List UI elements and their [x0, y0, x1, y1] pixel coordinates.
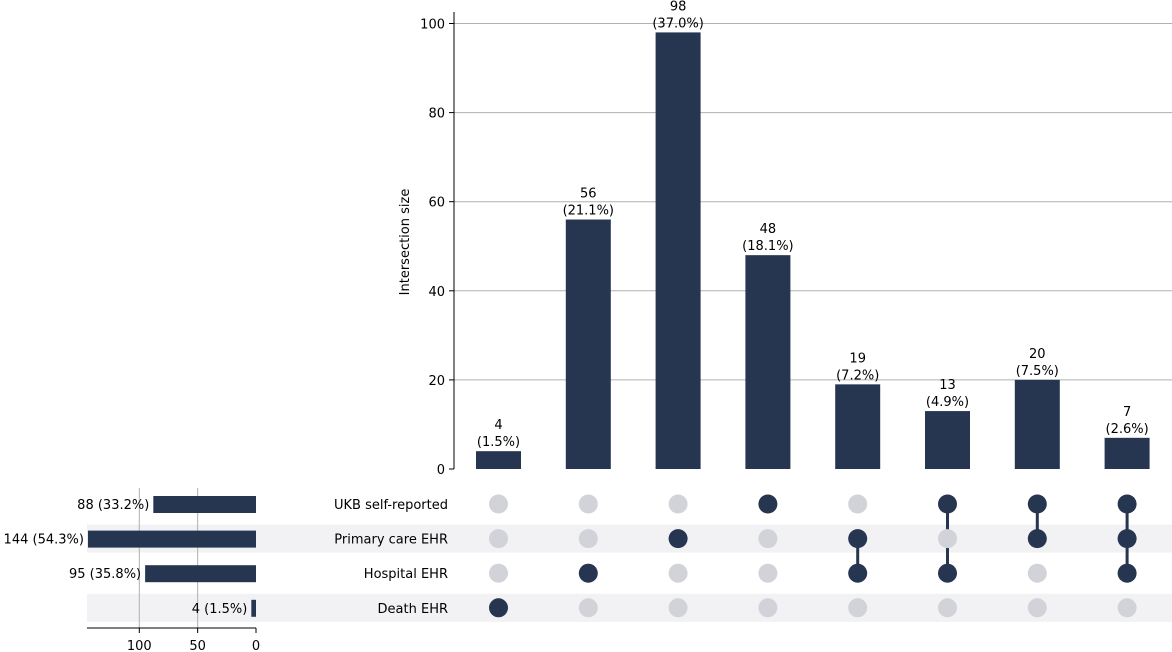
matrix-dot-inactive: [489, 494, 508, 514]
bar-value-label: 48: [760, 222, 777, 237]
intersection-bar: [745, 255, 791, 469]
y-tick-label: 0: [437, 463, 445, 478]
set-name: UKB self-reported: [334, 498, 448, 513]
bar-percent-label: (7.2%): [836, 368, 879, 383]
matrix-dot-active: [848, 529, 868, 549]
bar-percent-label: (37.0%): [652, 16, 703, 31]
set-size-axis: 100 50 0: [87, 627, 260, 652]
intersection-matrix: [489, 494, 1137, 618]
y-tick-label: 20: [428, 374, 445, 389]
set-size-label: 88 (33.2%): [77, 498, 149, 513]
matrix-dot-active: [848, 563, 868, 583]
matrix-dot-inactive: [489, 529, 508, 549]
y-tick-label: 80: [428, 107, 445, 122]
bar-percent-label: (7.5%): [1016, 364, 1059, 379]
bar-percent-label: (2.6%): [1106, 422, 1149, 437]
set-size-bar: [153, 496, 256, 513]
bar-percent-label: (18.1%): [742, 239, 793, 254]
set-name: Death EHR: [378, 602, 448, 617]
matrix-dot-active: [668, 529, 688, 549]
y-tick-label: 100: [420, 18, 445, 33]
intersection-bar-labels: 4 (1.5%) 56 (21.1%) 98 (37.0%) 48 (18.1%) 19 (7.2…: [477, 0, 1149, 450]
matrix-dot-inactive: [758, 529, 778, 549]
bar-value-label: 56: [580, 187, 597, 202]
set-size-label: 4 (1.5%): [192, 602, 248, 617]
matrix-dot-inactive: [758, 598, 778, 618]
set-name: Primary care EHR: [334, 533, 448, 548]
row-stripe: [87, 593, 1172, 622]
matrix-dot-active: [1027, 529, 1047, 549]
matrix-dot-active: [758, 494, 778, 514]
set-size-tick-label: 50: [189, 639, 206, 652]
row-stripe: [87, 524, 1172, 553]
intersection-bar: [1014, 379, 1060, 469]
set-size-tick-label: 100: [127, 639, 152, 652]
set-size-label: 95 (35.8%): [69, 567, 141, 582]
intersection-bar: [655, 32, 701, 469]
y-axis-title: Intersection size: [398, 189, 413, 296]
matrix-dot-inactive: [758, 563, 778, 583]
matrix-dot-active: [938, 563, 957, 583]
matrix-row-stripes: [87, 524, 1172, 622]
matrix-dot-inactive: [1117, 598, 1137, 618]
matrix-dot-active: [578, 563, 598, 583]
set-size-bar: [87, 530, 257, 548]
matrix-dot-inactive: [668, 563, 688, 583]
set-size-bar: [251, 599, 256, 617]
matrix-dot-inactive: [578, 494, 598, 514]
matrix-dot-inactive: [668, 494, 688, 514]
bar-value-label: 7: [1123, 405, 1131, 420]
intersection-bar: [476, 451, 521, 469]
matrix-dot-inactive: [1027, 598, 1047, 618]
matrix-dot-inactive: [578, 529, 598, 549]
matrix-dot-inactive: [1027, 563, 1047, 583]
matrix-dot-inactive: [489, 563, 508, 583]
bar-value-label: 19: [849, 351, 866, 366]
matrix-dot-inactive: [938, 529, 957, 549]
bar-percent-label: (1.5%): [477, 435, 520, 450]
matrix-dot-inactive: [938, 598, 957, 618]
intersection-bars: [476, 32, 1150, 469]
matrix-dot-active: [489, 598, 508, 618]
set-size-tick-label: 0: [252, 639, 260, 652]
matrix-dot-inactive: [668, 598, 688, 618]
intersection-bar: [1104, 437, 1150, 469]
set-names: UKB self-reported Primary care EHR Hospita…: [334, 498, 448, 617]
intersection-bar: [925, 411, 970, 469]
matrix-dot-active: [938, 494, 957, 514]
matrix-dot-inactive: [578, 598, 598, 618]
bar-percent-label: (4.9%): [926, 395, 969, 410]
y-gridlines: [454, 23, 1172, 381]
bar-value-label: 4: [494, 418, 502, 433]
set-size-bars: 88 (33.2%) 144 (54.3%) 95 (35.8%) 4 (1.5%): [4, 496, 257, 617]
matrix-dot-active: [1117, 529, 1137, 549]
set-name: Hospital EHR: [364, 567, 448, 582]
matrix-dot-active: [1117, 563, 1137, 583]
matrix-dot-inactive: [848, 494, 868, 514]
y-tick-label: 40: [428, 285, 445, 300]
matrix-dot-inactive: [848, 598, 868, 618]
matrix-dot-active: [1117, 494, 1137, 514]
set-size-label: 144 (54.3%): [4, 533, 84, 548]
intersection-bar: [565, 219, 611, 469]
y-axis: 0 20 40 60 80 100: [420, 12, 455, 478]
matrix-dot-active: [1027, 494, 1047, 514]
bar-value-label: 13: [939, 378, 956, 393]
set-size-bar: [145, 565, 256, 583]
bar-value-label: 98: [670, 0, 687, 14]
bar-percent-label: (21.1%): [563, 204, 614, 219]
intersection-bar: [835, 384, 881, 469]
bar-value-label: 20: [1029, 347, 1046, 362]
y-tick-label: 60: [428, 196, 445, 211]
